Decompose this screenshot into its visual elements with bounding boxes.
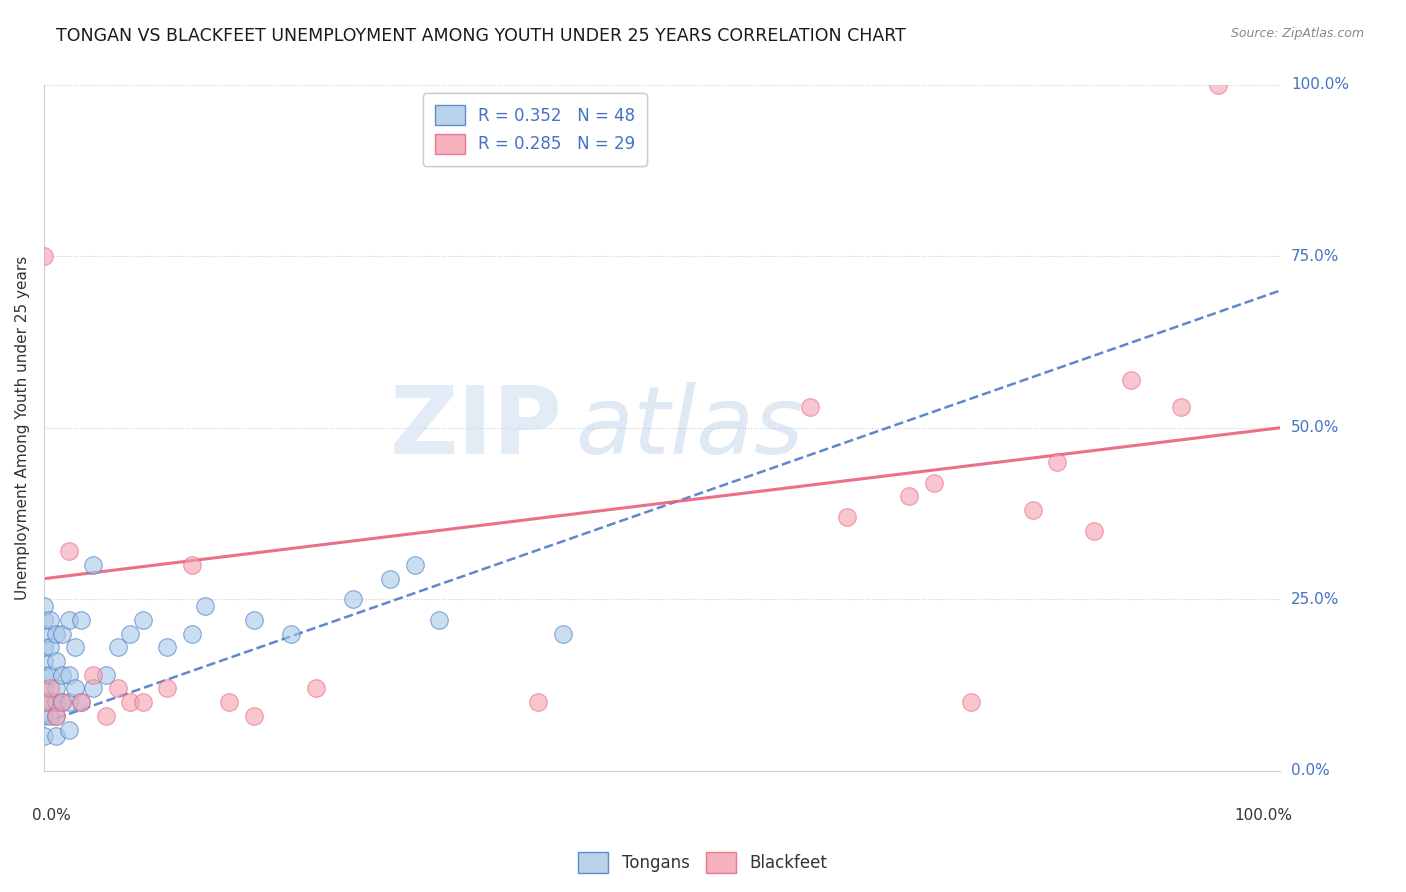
Point	[107, 640, 129, 655]
Point	[32, 626, 55, 640]
Point	[94, 667, 117, 681]
Point	[39, 613, 62, 627]
Text: 0.0%: 0.0%	[31, 808, 70, 823]
Text: ZIP: ZIP	[389, 382, 562, 474]
Legend: R = 0.352   N = 48, R = 0.285   N = 29: R = 0.352 N = 48, R = 0.285 N = 29	[423, 94, 647, 166]
Point	[218, 695, 240, 709]
Point	[1170, 401, 1192, 415]
Point	[1021, 503, 1043, 517]
Text: atlas: atlas	[575, 383, 804, 474]
Point	[45, 626, 67, 640]
Point	[1083, 524, 1105, 538]
Text: Source: ZipAtlas.com: Source: ZipAtlas.com	[1230, 27, 1364, 40]
Legend: Tongans, Blackfeet: Tongans, Blackfeet	[572, 846, 834, 880]
Point	[32, 695, 55, 709]
Point	[51, 695, 73, 709]
Point	[39, 681, 62, 696]
Point	[156, 640, 179, 655]
Point	[39, 640, 62, 655]
Point	[58, 723, 80, 737]
Point	[280, 626, 302, 640]
Point	[58, 695, 80, 709]
Point	[132, 613, 155, 627]
Point	[799, 401, 821, 415]
Point	[70, 695, 93, 709]
Point	[342, 592, 364, 607]
Point	[897, 490, 920, 504]
Point	[305, 681, 328, 696]
Point	[32, 681, 55, 696]
Point	[45, 695, 67, 709]
Point	[70, 613, 93, 627]
Point	[32, 709, 55, 723]
Point	[51, 695, 73, 709]
Point	[243, 613, 266, 627]
Point	[1121, 373, 1143, 387]
Point	[959, 695, 981, 709]
Point	[1046, 455, 1069, 469]
Point	[32, 730, 55, 744]
Point	[427, 613, 450, 627]
Point	[45, 709, 67, 723]
Point	[132, 695, 155, 709]
Point	[39, 667, 62, 681]
Point	[527, 695, 550, 709]
Point	[82, 681, 104, 696]
Point	[32, 654, 55, 668]
Point	[193, 599, 215, 614]
Text: TONGAN VS BLACKFEET UNEMPLOYMENT AMONG YOUTH UNDER 25 YEARS CORRELATION CHART: TONGAN VS BLACKFEET UNEMPLOYMENT AMONG Y…	[56, 27, 905, 45]
Point	[45, 730, 67, 744]
Point	[120, 695, 142, 709]
Point	[39, 709, 62, 723]
Point	[45, 654, 67, 668]
Point	[404, 558, 426, 572]
Point	[63, 681, 86, 696]
Point	[120, 626, 142, 640]
Text: 50.0%: 50.0%	[1291, 420, 1339, 435]
Text: 75.0%: 75.0%	[1291, 249, 1339, 264]
Y-axis label: Unemployment Among Youth under 25 years: Unemployment Among Youth under 25 years	[15, 256, 30, 600]
Point	[94, 709, 117, 723]
Text: 0.0%: 0.0%	[1291, 764, 1330, 778]
Point	[58, 667, 80, 681]
Point	[32, 640, 55, 655]
Text: 100.0%: 100.0%	[1234, 808, 1292, 823]
Point	[837, 510, 859, 524]
Text: 100.0%: 100.0%	[1291, 78, 1348, 93]
Point	[32, 613, 55, 627]
Point	[32, 667, 55, 681]
Point	[82, 558, 104, 572]
Point	[243, 709, 266, 723]
Point	[82, 667, 104, 681]
Point	[70, 695, 93, 709]
Point	[922, 475, 945, 490]
Point	[39, 695, 62, 709]
Point	[551, 626, 574, 640]
Text: 25.0%: 25.0%	[1291, 591, 1339, 607]
Point	[45, 709, 67, 723]
Point	[378, 572, 401, 586]
Point	[1206, 78, 1229, 92]
Point	[51, 626, 73, 640]
Point	[63, 640, 86, 655]
Point	[181, 626, 204, 640]
Point	[107, 681, 129, 696]
Point	[181, 558, 204, 572]
Point	[156, 681, 179, 696]
Point	[32, 599, 55, 614]
Point	[32, 249, 55, 263]
Point	[58, 613, 80, 627]
Point	[32, 695, 55, 709]
Point	[51, 667, 73, 681]
Point	[45, 681, 67, 696]
Point	[58, 544, 80, 558]
